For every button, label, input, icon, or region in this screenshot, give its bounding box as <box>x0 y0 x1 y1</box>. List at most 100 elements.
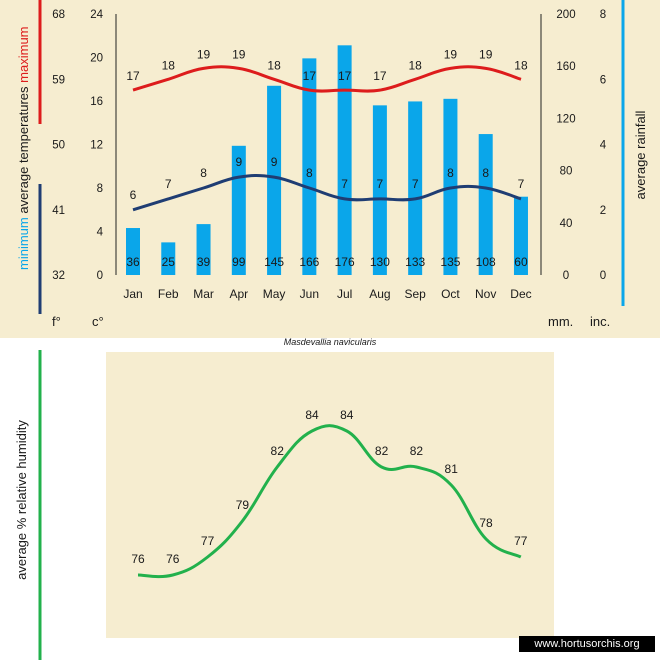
rainfall-label-mar: 39 <box>197 255 211 269</box>
humidity-label-feb: 76 <box>166 552 180 566</box>
month-tick-mar: Mar <box>193 287 214 301</box>
rainfall-bar-jan <box>126 228 140 275</box>
max-temp-label-dec: 18 <box>514 58 528 72</box>
axis-ticks: 6859504132242016128402001601208040086420… <box>52 9 607 301</box>
min-temp-label-oct: 8 <box>447 166 454 180</box>
humidity-label-nov: 78 <box>479 516 493 530</box>
temperature-axis-label: minimum average temperatures maximum <box>16 26 31 270</box>
month-tick-jan: Jan <box>123 287 142 301</box>
rainfall-bar-may <box>267 85 282 276</box>
rainfall-bars <box>126 45 528 276</box>
celsius-tick: 24 <box>90 9 103 21</box>
rainfall-label-sep: 133 <box>405 255 425 269</box>
fahrenheit-tick: 59 <box>52 74 65 86</box>
month-tick-dec: Dec <box>510 287 531 301</box>
min-temp-label-feb: 7 <box>165 177 172 191</box>
month-tick-apr: Apr <box>229 287 248 301</box>
min-temp-label-nov: 8 <box>482 166 489 180</box>
max-temp-label-mar: 19 <box>197 47 211 61</box>
humidity-label-jan: 76 <box>131 552 145 566</box>
humidity-axis-label: average % relative humidity <box>14 420 29 580</box>
min-temp-label-sep: 7 <box>412 177 419 191</box>
credit-badge: www.hortusorchis.org <box>519 636 655 652</box>
humidity-curve <box>137 424 522 579</box>
rainfall-label-dec: 60 <box>514 255 528 269</box>
humidity-label-apr: 79 <box>236 498 250 512</box>
rainfall-label-oct: 135 <box>440 255 460 269</box>
mm-tick: 0 <box>563 270 569 282</box>
mm-tick: 80 <box>560 166 573 178</box>
max-temperature-line <box>132 65 522 93</box>
humidity-label-aug: 82 <box>375 444 389 458</box>
mm-tick: 160 <box>556 61 575 73</box>
min-temp-label-jun: 8 <box>306 166 313 180</box>
max-temp-label-oct: 19 <box>444 47 458 61</box>
humidity-label-oct: 81 <box>445 462 459 476</box>
rainfall-bar-sep <box>408 101 423 275</box>
month-tick-feb: Feb <box>158 287 179 301</box>
inch-tick: 2 <box>600 205 606 217</box>
min-temp-label-aug: 7 <box>377 177 384 191</box>
rainfall-label-apr: 99 <box>232 255 246 269</box>
rainfall-bar-feb <box>161 242 176 275</box>
rainfall-label-aug: 130 <box>370 255 390 269</box>
mm-tick: 120 <box>556 113 575 125</box>
mm-tick: 40 <box>560 218 573 230</box>
rainfall-bar-dec <box>513 196 528 275</box>
rainfall-label-jul: 176 <box>335 255 355 269</box>
min-temp-label-jul: 7 <box>341 177 348 191</box>
rainfall-label-may: 145 <box>264 255 284 269</box>
rainfall-axis-label: average rainfall <box>633 110 648 199</box>
humidity-label-mar: 77 <box>201 534 215 548</box>
celsius-tick: 16 <box>90 96 103 108</box>
max-temp-label-aug: 17 <box>373 69 387 83</box>
humidity-label-jul: 84 <box>340 408 354 422</box>
month-tick-nov: Nov <box>475 287 496 301</box>
month-tick-jul: Jul <box>337 287 352 301</box>
inch-tick: 4 <box>600 140 607 152</box>
fahrenheit-tick: 32 <box>52 270 65 282</box>
maximum-label: maximum <box>16 26 31 82</box>
max-temp-label-jul: 17 <box>338 69 352 83</box>
humidity-chart-background <box>106 352 554 638</box>
min-temp-label-apr: 9 <box>235 155 242 169</box>
fahrenheit-unit-label: f° <box>52 314 61 329</box>
celsius-tick: 4 <box>97 227 104 239</box>
humidity-label-sep: 82 <box>410 444 424 458</box>
month-tick-sep: Sep <box>404 287 426 301</box>
rainfall-bar-aug <box>372 105 387 275</box>
max-temp-label-may: 18 <box>267 58 281 72</box>
average-temperatures-label: average temperatures <box>16 86 31 214</box>
month-tick-oct: Oct <box>441 287 460 301</box>
fahrenheit-tick: 41 <box>52 205 65 217</box>
celsius-tick: 12 <box>90 140 103 152</box>
rainfall-label-nov: 108 <box>476 255 496 269</box>
celsius-unit-label: c° <box>92 314 104 329</box>
inch-unit-label: inc. <box>590 314 610 329</box>
rainfall-bar-mar <box>196 224 211 275</box>
max-temp-label-sep: 18 <box>408 58 422 72</box>
celsius-tick: 8 <box>97 183 103 195</box>
mm-unit-label: mm. <box>548 314 573 329</box>
month-tick-may: May <box>263 287 286 301</box>
max-temp-label-jun: 17 <box>303 69 317 83</box>
celsius-tick: 20 <box>90 53 103 65</box>
min-temp-label-mar: 8 <box>200 166 207 180</box>
max-temp-label-jan: 17 <box>126 69 140 83</box>
rainfall-label-jan: 36 <box>126 255 140 269</box>
species-name: Masdevallia navicularis <box>284 337 377 347</box>
celsius-tick: 0 <box>97 270 103 282</box>
min-temperature-line <box>132 173 522 212</box>
rainfall-bar-nov <box>478 134 493 275</box>
humidity-label-jun: 84 <box>305 408 319 422</box>
inch-tick: 0 <box>600 270 606 282</box>
min-temp-label-jan: 6 <box>130 188 137 202</box>
rainfall-bar-jun <box>302 58 317 276</box>
temperature-lines <box>132 65 522 212</box>
max-temp-label-feb: 18 <box>162 58 176 72</box>
min-temp-label-dec: 7 <box>518 177 525 191</box>
fahrenheit-tick: 50 <box>52 140 65 152</box>
max-temp-label-apr: 19 <box>232 47 246 61</box>
humidity-label-dec: 77 <box>514 534 528 548</box>
